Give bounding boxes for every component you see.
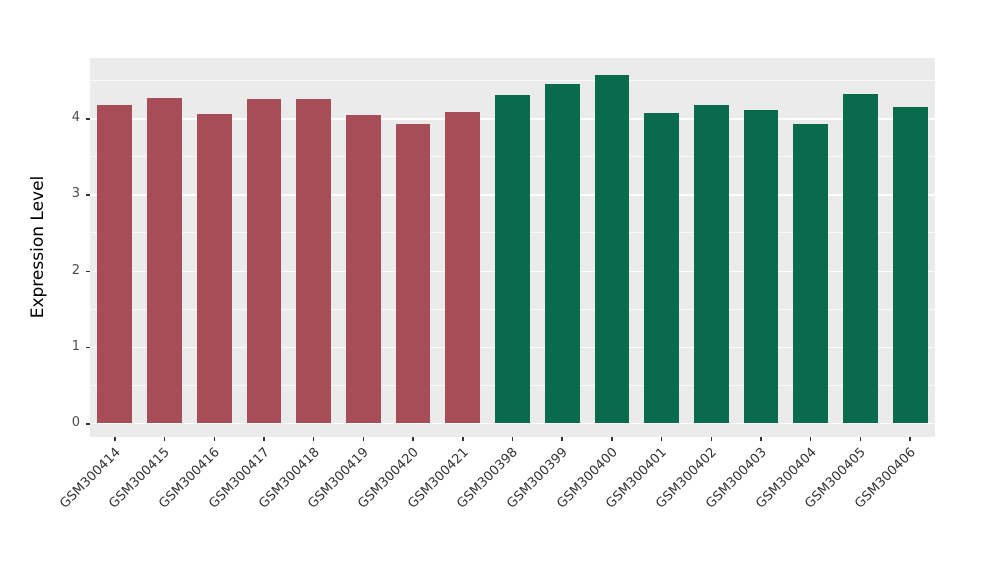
bar-GSM300406 — [892, 106, 928, 423]
y-tick-label: 4 — [71, 110, 80, 126]
bar-GSM300399 — [544, 83, 580, 423]
x-tick-mark — [859, 437, 862, 441]
bar-GSM300400 — [594, 74, 630, 423]
x-tick-mark — [163, 437, 166, 441]
x-tick-mark — [511, 437, 514, 441]
bar-GSM300403 — [743, 109, 779, 423]
bar-GSM300417 — [246, 99, 282, 423]
y-tick-mark — [86, 194, 90, 196]
y-tick-mark — [86, 423, 90, 425]
x-tick-mark — [760, 437, 762, 441]
bar-GSM300420 — [395, 123, 431, 423]
y-tick-mark — [86, 346, 90, 349]
x-tick-mark — [561, 437, 563, 441]
x-tick-mark — [412, 437, 414, 441]
bar-GSM300402 — [693, 105, 729, 423]
x-tick-mark — [710, 437, 713, 441]
bar-GSM300414 — [97, 105, 133, 423]
plot-panel — [90, 58, 935, 437]
bar-GSM300404 — [793, 124, 829, 423]
y-axis-title: Expression Level — [28, 175, 48, 319]
bar-GSM300401 — [644, 112, 679, 423]
x-tick-mark — [362, 437, 365, 441]
bar-GSM300418 — [296, 99, 332, 423]
y-tick-label: 0 — [71, 415, 80, 430]
bar-GSM300416 — [196, 114, 232, 423]
x-tick-mark — [909, 437, 911, 441]
x-tick-mark — [213, 437, 215, 441]
y-tick-label: 1 — [71, 338, 80, 354]
y-tick-mark — [86, 270, 90, 273]
y-tick-label: 2 — [71, 262, 80, 278]
x-tick-mark — [611, 437, 613, 441]
y-tick-mark — [86, 118, 90, 120]
bar-GSM300398 — [495, 95, 530, 423]
x-tick-mark — [809, 437, 812, 441]
bar-GSM300415 — [147, 97, 182, 423]
x-tick-mark — [660, 437, 663, 441]
x-tick-mark — [462, 437, 464, 441]
minor-gridline — [90, 80, 935, 81]
x-tick-mark — [263, 437, 265, 441]
y-tick-label: 3 — [71, 186, 80, 202]
bar-GSM300419 — [345, 115, 381, 423]
bar-GSM300421 — [445, 112, 481, 423]
x-tick-mark — [312, 437, 315, 441]
bar-GSM300405 — [843, 93, 878, 423]
major-gridline — [90, 423, 935, 425]
x-tick-mark — [114, 437, 116, 441]
